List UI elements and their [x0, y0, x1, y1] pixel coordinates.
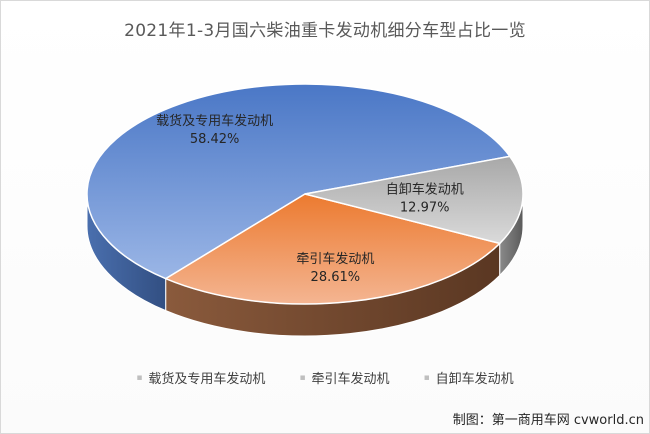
legend-marker: ▪: [299, 372, 306, 383]
legend-label: 载货及专用车发动机: [148, 372, 266, 387]
slice-cargo-value-label: 58.42%: [190, 132, 240, 147]
legend-item-dump: ▪ 自卸车发动机: [424, 368, 514, 387]
legend-item-tractor: ▪ 牵引车发动机: [299, 368, 389, 387]
legend-marker: ▪: [136, 372, 143, 383]
chart-credit: 制图：第一商用车网 cvworld.cn: [452, 413, 644, 428]
chart-legend: ▪ 载货及专用车发动机 ▪ 牵引车发动机 ▪ 自卸车发动机: [0, 368, 650, 387]
legend-label: 自卸车发动机: [435, 372, 514, 387]
slice-dump-label: 自卸车发动机: [386, 182, 464, 198]
slice-dump-value-label: 12.97%: [400, 201, 450, 216]
slice-tractor: [164, 193, 502, 305]
slice-dump: [304, 155, 524, 245]
legend-label: 牵引车发动机: [311, 372, 390, 387]
chart-title: 2021年1-3月国六柴油重卡发动机细分车型占比一览: [124, 21, 526, 41]
slice-cargo-label: 载货及专用车发动机: [156, 113, 273, 129]
slice-tractor-label: 牵引车发动机: [296, 251, 374, 267]
legend-marker: ▪: [423, 372, 430, 383]
slice-tractor-value-label: 28.61%: [311, 270, 361, 285]
slice-cargo: [86, 83, 512, 280]
legend-item-cargo: ▪ 载货及专用车发动机: [136, 368, 265, 387]
